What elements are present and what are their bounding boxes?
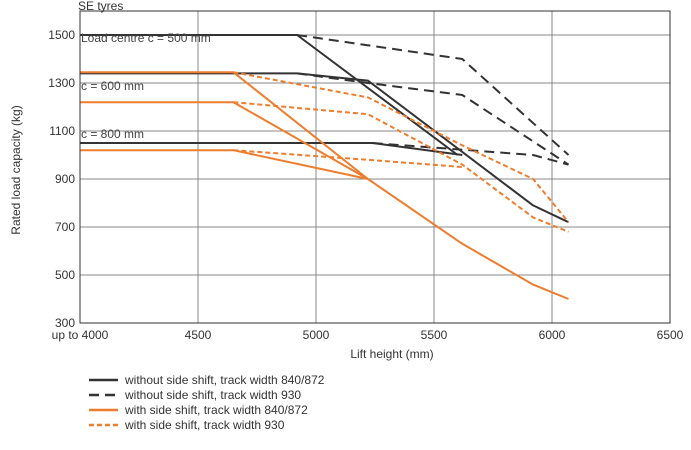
annotation-label: c = 800 mm	[81, 127, 144, 141]
y-tick-label: 1100	[49, 124, 75, 138]
y-tick-label: 700	[55, 220, 75, 234]
x-axis: up to 4000 4500 5000 5500 6000 6500	[52, 328, 684, 342]
y-tick-label: 1300	[48, 76, 75, 90]
y-tick-label: 1500	[48, 28, 75, 42]
series-layer	[80, 34, 570, 300]
plot-frame	[79, 10, 671, 324]
series-line	[296, 72, 570, 166]
series-line	[233, 149, 463, 168]
legend: without side shift, track width 840/872w…	[89, 373, 325, 432]
series-line	[80, 72, 569, 224]
legend-label: without side shift, track width 840/872	[124, 373, 325, 387]
annotation-label: c = 600 mm	[81, 79, 144, 93]
legend-label: with side shift, track width 930	[124, 418, 285, 432]
x-tick-label: 5500	[421, 328, 448, 342]
grid	[80, 11, 670, 323]
legend-label: with side shift, track width 840/872	[124, 403, 308, 417]
y-axis: 300 500 700 900 1100 1300 1500	[48, 28, 75, 330]
y-tick-label: 500	[55, 268, 75, 282]
x-tick-label: 6500	[657, 328, 684, 342]
chart-title: SE tyres	[78, 0, 123, 13]
x-tick-label: 5000	[303, 328, 330, 342]
plot-border	[79, 10, 671, 324]
series-line	[372, 142, 569, 166]
series-line	[80, 71, 569, 300]
y-tick-label: 900	[55, 172, 75, 186]
series-line	[233, 101, 569, 233]
annotations: Load centre c = 500 mm c = 600 mm c = 800 …	[81, 31, 211, 141]
y-tick-label: 300	[55, 316, 75, 330]
legend-label: without side shift, track width 930	[124, 388, 301, 402]
series-line	[296, 34, 570, 156]
series-line	[233, 71, 570, 223]
x-tick-label: 4500	[185, 328, 212, 342]
x-tick-label: 6000	[539, 328, 566, 342]
y-axis-label: Rated load capacity (kg)	[9, 105, 23, 234]
annotation-label: Load centre c = 500 mm	[81, 31, 211, 45]
x-tick-label: up to 4000	[52, 328, 109, 342]
x-axis-label: Lift height (mm)	[350, 347, 433, 361]
